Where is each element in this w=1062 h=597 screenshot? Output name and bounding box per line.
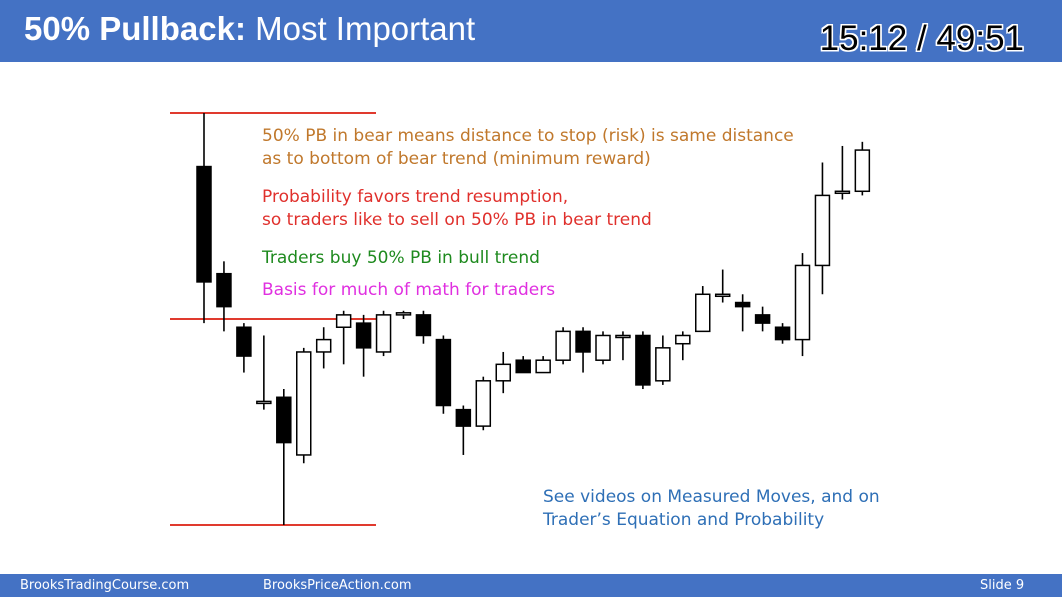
candle-body <box>315 338 332 353</box>
candle-25 <box>695 286 711 333</box>
candle-body <box>794 264 811 341</box>
candle-body <box>256 400 272 405</box>
candle-13 <box>455 405 472 455</box>
candle-28 <box>754 306 771 332</box>
candle-9 <box>375 310 392 357</box>
videos-note: See videos on Measured Moves, and on Tra… <box>543 486 880 532</box>
candle-body <box>335 314 352 328</box>
candle-body <box>196 165 212 283</box>
candle-body <box>395 312 412 316</box>
probability-note: Probability favors trend resumption, so … <box>262 186 652 232</box>
candle-body <box>714 293 731 298</box>
candle-17 <box>535 356 551 374</box>
candles <box>196 113 871 525</box>
candle-body <box>435 338 452 407</box>
candle-body <box>734 301 751 308</box>
candle-32 <box>834 145 851 200</box>
candle-body <box>675 334 691 345</box>
candle-body <box>814 194 831 267</box>
candle-body <box>216 272 232 308</box>
candle-body <box>615 334 631 339</box>
bull-trend-note: Traders buy 50% PB in bull trend <box>262 248 540 268</box>
probability-note-line1: Probability favors trend resumption, <box>262 187 569 207</box>
candle-10 <box>395 310 412 319</box>
probability-note-line2: so traders like to sell on 50% PB in bea… <box>262 210 652 230</box>
candle-0 <box>196 113 212 324</box>
candle-29 <box>774 323 791 344</box>
candle-body <box>754 314 771 324</box>
candle-body <box>595 334 611 361</box>
candle-23 <box>655 335 671 385</box>
candle-18 <box>555 327 571 365</box>
candle-body <box>535 359 551 374</box>
candle-body <box>236 326 252 357</box>
candle-7 <box>335 310 352 365</box>
candle-body <box>555 330 571 361</box>
candle-body <box>415 314 432 337</box>
candle-33 <box>854 141 871 196</box>
candle-20 <box>595 331 611 365</box>
slide-title: 50% Pullback: Most Important <box>24 10 475 48</box>
candle-5 <box>296 347 312 464</box>
candle-body <box>515 359 531 374</box>
video-timestamp: 15:12 / 49:51 <box>819 19 1024 58</box>
candle-8 <box>355 314 372 377</box>
candle-body <box>834 190 851 195</box>
candle-body <box>296 351 312 456</box>
candle-body <box>575 330 591 353</box>
candle-15 <box>495 351 511 394</box>
candle-body <box>854 149 871 193</box>
candle-body <box>455 408 472 427</box>
footer-course-site: BrooksTradingCourse.com <box>20 578 190 593</box>
candle-21 <box>615 331 631 361</box>
footer-price-action-site: BrooksPriceAction.com <box>263 578 412 593</box>
candle-body <box>695 293 711 333</box>
candle-27 <box>734 294 751 332</box>
slide-number: Slide 9 <box>980 578 1025 593</box>
candle-body <box>495 363 511 382</box>
candle-24 <box>675 331 691 361</box>
candle-body <box>655 347 671 382</box>
candle-body <box>355 322 372 349</box>
candle-body <box>635 334 651 386</box>
candle-22 <box>635 331 651 390</box>
footer-bar: BrooksTradingCourse.com BrooksPriceActio… <box>0 574 1062 597</box>
title-bar: 50% Pullback: Most Important 15:12 / 49:… <box>0 0 1062 62</box>
candle-12 <box>435 335 452 414</box>
videos-note-line1: See videos on Measured Moves, and on <box>543 487 880 507</box>
candle-6 <box>315 327 332 369</box>
candle-1 <box>216 261 232 332</box>
candle-30 <box>794 253 811 357</box>
candle-14 <box>475 376 492 431</box>
candle-body <box>375 314 392 353</box>
candle-11 <box>415 310 432 344</box>
candle-body <box>475 380 492 427</box>
candle-26 <box>714 269 731 303</box>
candle-body <box>774 326 791 341</box>
candle-4 <box>276 389 292 525</box>
candle-16 <box>515 356 531 374</box>
videos-note-line2: Trader’s Equation and Probability <box>543 510 825 530</box>
risk-note-line1: 50% PB in bear means distance to stop (r… <box>262 126 794 146</box>
slide-title-bold: 50% Pullback: <box>24 10 246 47</box>
candle-3 <box>256 335 272 410</box>
risk-note-line2: as to bottom of bear trend (minimum rewa… <box>262 149 651 169</box>
candle-2 <box>236 323 252 373</box>
risk-reward-note: 50% PB in bear means distance to stop (r… <box>262 125 794 171</box>
slide-title-rest: Most Important <box>245 10 476 47</box>
math-note: Basis for much of math for traders <box>262 280 556 300</box>
candle-31 <box>814 162 831 295</box>
candle-19 <box>575 327 591 373</box>
candle-body <box>276 396 292 444</box>
